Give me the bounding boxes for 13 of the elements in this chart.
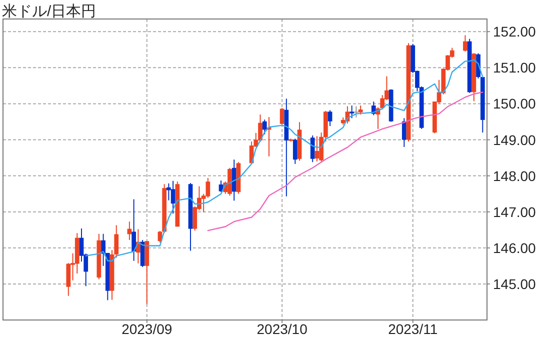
y-tick-label: 148.00	[493, 168, 536, 184]
x-tick-label: 2023/10	[256, 321, 308, 337]
y-tick-label: 151.00	[493, 60, 536, 76]
y-tick-label: 149.00	[493, 132, 536, 148]
line-series	[207, 92, 484, 232]
x-tick-label: 2023/11	[388, 321, 438, 337]
chart-title: 米ドル/日本円	[2, 3, 96, 20]
y-tick-label: 147.00	[493, 204, 536, 220]
y-tick-label: 150.00	[493, 96, 536, 112]
x-tick-label: 2023/09	[122, 321, 172, 337]
y-tick-label: 145.00	[493, 276, 536, 292]
y-tick-label: 152.00	[493, 24, 536, 40]
y-tick-label: 146.00	[493, 240, 536, 256]
